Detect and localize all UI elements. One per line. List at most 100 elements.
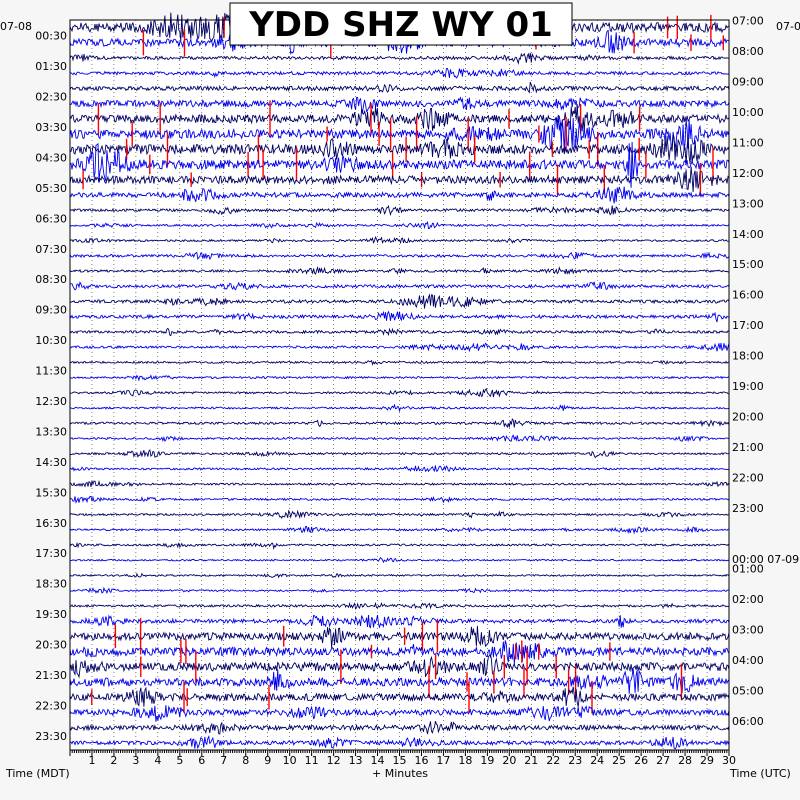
right-time-label: 20:00 <box>732 410 764 423</box>
seismic-trace <box>69 572 730 579</box>
left-time-label: 02:30 <box>35 91 67 104</box>
x-tick-label: 7 <box>220 754 227 767</box>
right-time-label: 01:00 <box>732 563 764 576</box>
seismic-trace <box>70 281 730 291</box>
left-date-label: 07-08 <box>0 20 32 33</box>
x-tick-label: 28 <box>678 754 692 767</box>
left-time-label: 04:30 <box>35 152 67 165</box>
seismic-traces <box>69 9 730 750</box>
x-tick-label: 4 <box>154 754 161 767</box>
seismic-trace <box>69 403 730 413</box>
x-tick-label: 21 <box>524 754 538 767</box>
right-time-label: 16:00 <box>732 289 764 302</box>
seismic-trace <box>69 614 730 629</box>
x-tick-label: 14 <box>371 754 385 767</box>
right-time-label: 07:00 <box>732 15 764 28</box>
right-time-label: 13:00 <box>732 197 764 210</box>
x-tick-label: 2 <box>110 754 117 767</box>
x-tick-label: 5 <box>176 754 183 767</box>
x-tick-label: 10 <box>283 754 297 767</box>
right-time-label: 08:00 <box>732 45 764 58</box>
seismic-trace <box>69 640 730 664</box>
x-tick-label: 29 <box>700 754 714 767</box>
left-time-label: 18:30 <box>35 578 67 591</box>
x-tick-label: 19 <box>480 754 494 767</box>
x-tick-label: 30 <box>722 754 736 767</box>
seismic-trace <box>69 327 730 337</box>
left-time-label: 15:30 <box>35 486 67 499</box>
x-tick-label: 20 <box>502 754 516 767</box>
minute-gridlines <box>91 20 708 750</box>
right-time-label: 03:00 <box>732 624 764 637</box>
x-axis-title: + Minutes <box>372 767 428 780</box>
chart-title: YDD SHZ WY 01 <box>248 5 553 45</box>
x-tick-label: 18 <box>458 754 472 767</box>
left-time-label: 07:30 <box>35 243 67 256</box>
left-time-label: 00:30 <box>35 30 67 43</box>
x-tick-label: 8 <box>242 754 249 767</box>
x-tick-label: 25 <box>612 754 626 767</box>
left-time-label: 09:30 <box>35 304 67 317</box>
right-time-label: 04:00 <box>732 654 764 667</box>
x-tick-label: 9 <box>264 754 271 767</box>
left-time-label: 17:30 <box>35 547 67 560</box>
seismic-trace <box>69 359 730 366</box>
right-time-label: 02:00 <box>732 593 764 606</box>
right-time-label: 11:00 <box>732 137 764 150</box>
x-tick-label: 1 <box>88 754 95 767</box>
x-tick-label: 24 <box>590 754 604 767</box>
x-tick-label: 3 <box>132 754 139 767</box>
x-tick-label: 22 <box>546 754 560 767</box>
left-time-label: 01:30 <box>35 60 67 73</box>
x-tick-label: 17 <box>436 754 450 767</box>
left-time-label: 12:30 <box>35 395 67 408</box>
right-axis-title: Time (UTC) <box>729 767 791 780</box>
x-tick-label: 12 <box>327 754 341 767</box>
left-time-label: 10:30 <box>35 334 67 347</box>
left-time-labels: 00:30 01:30 02:30 03:30 04:30 05:30 06:30 07:30… <box>35 30 67 743</box>
right-time-label: 18:00 <box>732 350 764 363</box>
seismic-trace <box>69 141 730 188</box>
right-time-label: 22:00 <box>732 471 764 484</box>
right-time-label: 15:00 <box>732 258 764 271</box>
seismic-trace <box>69 186 730 204</box>
right-time-label: 19:00 <box>732 380 764 393</box>
right-date-label: 07-09 <box>776 20 800 33</box>
right-time-label: 09:00 <box>732 76 764 89</box>
right-date-midnight-label: 00:00 07-09 <box>732 553 799 566</box>
left-time-label: 08:30 <box>35 273 67 286</box>
left-time-label: 14:30 <box>35 456 67 469</box>
left-time-label: 06:30 <box>35 212 67 225</box>
left-time-label: 13:30 <box>35 425 67 438</box>
title-box <box>229 2 573 46</box>
seismic-trace <box>69 509 730 520</box>
x-tick-label: 16 <box>414 754 428 767</box>
left-axis-title: Time (MDT) <box>5 767 70 780</box>
left-time-label: 19:30 <box>35 608 67 621</box>
x-axis-ticks: 1 2 3 4 5 6 7 8 9 10 11 12 13 14 15 16 17 18 19 20 21 22 23 24 2… <box>69 750 736 767</box>
seismic-trace <box>69 586 730 595</box>
left-time-label: 22:30 <box>35 699 67 712</box>
left-time-label: 05:30 <box>35 182 67 195</box>
x-tick-label: 6 <box>198 754 205 767</box>
left-time-label: 11:30 <box>35 365 67 378</box>
seismic-trace <box>69 495 730 504</box>
right-time-label: 05:00 <box>732 684 764 697</box>
seismic-trace <box>69 166 730 193</box>
seismic-trace <box>69 265 730 275</box>
x-tick-label: 15 <box>393 754 407 767</box>
right-time-label: 23:00 <box>732 502 764 515</box>
x-tick-label: 27 <box>656 754 670 767</box>
x-tick-label: 13 <box>349 754 363 767</box>
x-tick-label: 23 <box>568 754 582 767</box>
right-time-label: 21:00 <box>732 441 764 454</box>
right-time-label: 06:00 <box>732 715 764 728</box>
right-time-label: 10:00 <box>732 106 764 119</box>
right-time-label: 14:00 <box>732 228 764 241</box>
left-time-label: 23:30 <box>35 730 67 743</box>
left-time-label: 03:30 <box>35 121 67 134</box>
left-time-label: 20:30 <box>35 639 67 652</box>
seismic-trace <box>69 525 730 535</box>
seismic-trace <box>69 52 730 66</box>
